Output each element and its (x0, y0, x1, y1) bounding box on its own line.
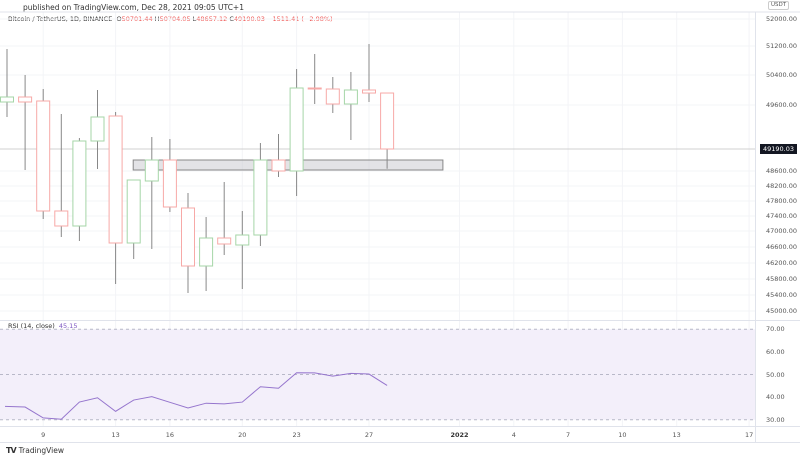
candle-up (144, 159, 159, 182)
rsi-line (4, 372, 388, 420)
time-tick-label: 2022 (450, 431, 469, 439)
candle-down (162, 159, 177, 208)
price-tick-label: 46600.00 (766, 243, 798, 251)
time-tick-label: 13 (672, 431, 681, 439)
candle-down (181, 207, 195, 267)
rsi-tick-label: 30.00 (766, 415, 785, 424)
candle-up (235, 234, 250, 246)
candle-down (307, 87, 322, 90)
time-tick-label: 4 (511, 431, 516, 439)
support-zone-rectangle (132, 159, 444, 171)
price-tick-label: 48200.00 (766, 182, 798, 190)
time-tick-label: 27 (364, 431, 374, 439)
tradingview-logo[interactable]: TV TradingView (6, 446, 64, 455)
candle-up (343, 89, 358, 105)
time-tick-label: 10 (618, 431, 627, 439)
candle-up (90, 116, 105, 142)
price-tick-label: 47800.00 (766, 197, 798, 205)
price-tick-label: 48600.00 (766, 167, 798, 175)
price-tick-label: 51200.00 (766, 42, 798, 50)
published-note: published on TradingView.com, Dec 28, 20… (23, 3, 244, 12)
rsi-tick-label: 40.00 (766, 393, 785, 402)
currency-label: USDT (768, 1, 790, 10)
rsi-tick-label: 60.00 (766, 347, 785, 356)
price-tick-label: 47400.00 (766, 212, 798, 220)
rsi-band (0, 329, 755, 420)
candle-up (253, 159, 268, 236)
price-tick-label: 52000.00 (766, 15, 798, 23)
price-axis[interactable] (755, 12, 800, 442)
rsi-tick-label: 50.00 (766, 370, 785, 379)
rsi-label: RSI (14, close) (8, 322, 55, 330)
time-tick-label: 16 (165, 431, 175, 439)
time-tick-label: 17 (744, 431, 754, 439)
price-tick-label: 47000.00 (766, 227, 798, 235)
time-tick-label: 23 (292, 431, 301, 439)
candle-up (199, 237, 214, 267)
time-tick-label: 9 (41, 431, 46, 439)
price-tick-label: 46200.00 (766, 259, 798, 267)
candle-down (271, 159, 286, 172)
candle-down (108, 115, 123, 244)
price-tick-label: 45800.00 (766, 275, 798, 283)
time-tick-label: 20 (238, 431, 247, 439)
candle-down (217, 237, 232, 245)
candle-down (54, 210, 69, 227)
brand-name: TradingView (18, 446, 64, 455)
time-tick-label: 13 (111, 431, 120, 439)
candle-up (126, 179, 141, 244)
candle-down (36, 100, 51, 212)
price-tick-label: 45400.00 (766, 291, 798, 299)
candle-up (289, 87, 304, 172)
rsi-tick-label: 70.00 (766, 325, 785, 334)
candle-up (0, 96, 14, 103)
price-tick-label: 49600.00 (766, 101, 798, 109)
tv-logo-icon: TV (6, 446, 17, 455)
rsi-value: 45.15 (58, 322, 78, 330)
candle-down (380, 92, 395, 150)
candle-down (325, 88, 340, 105)
price-tick-label: 50400.00 (766, 71, 798, 79)
price-tick-label: 45000.00 (766, 307, 798, 315)
rsi-legend: RSI (14, close) 45.15 (8, 322, 77, 330)
candle-down (18, 96, 33, 103)
last-price-label: 49190.03 (760, 144, 798, 154)
time-tick-label: 7 (566, 431, 571, 439)
candle-up (72, 140, 87, 227)
candle-down (362, 89, 376, 94)
